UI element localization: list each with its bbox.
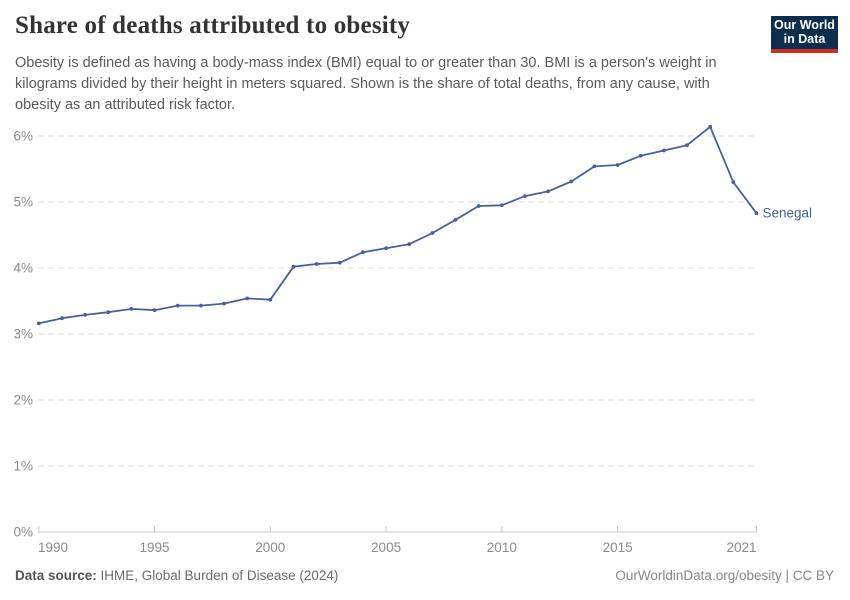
- data-point: [152, 308, 157, 313]
- data-point: [129, 307, 134, 311]
- data-point: [314, 262, 319, 266]
- y-tick-label: 6%: [13, 129, 33, 144]
- datasource-label: Data source:: [15, 568, 97, 583]
- data-point: [199, 303, 203, 308]
- data-point: [708, 124, 713, 129]
- owid-logo-line2: in Data: [783, 32, 826, 46]
- owid-logo-line1: Our World: [774, 18, 835, 32]
- data-point: [523, 194, 527, 199]
- data-point: [731, 180, 736, 185]
- y-tick-label: 5%: [13, 195, 33, 210]
- footer-rights: OurWorldinData.org/obesity | CC BY: [615, 568, 834, 583]
- y-tick-label: 1%: [13, 459, 33, 474]
- data-point: [430, 231, 435, 235]
- data-point: [453, 217, 458, 222]
- data-point: [222, 301, 226, 306]
- x-tick-label: 2005: [371, 540, 401, 555]
- x-tick-label: 2000: [255, 540, 285, 555]
- y-tick-label: 2%: [13, 393, 33, 408]
- entity-label: Senegal: [763, 206, 813, 221]
- data-point: [546, 189, 550, 194]
- chart-subtitle: Obesity is defined as having a body-mass…: [15, 55, 717, 113]
- data-point: [106, 310, 111, 315]
- x-tick-label: 1995: [140, 540, 170, 555]
- data-point: [685, 143, 689, 148]
- y-tick-label: 0%: [13, 525, 33, 540]
- series-line: [37, 125, 758, 325]
- data-point: [245, 296, 250, 301]
- owid-logo: Our World in Data: [771, 16, 838, 53]
- data-point: [291, 264, 296, 269]
- data-point: [499, 203, 504, 208]
- data-point: [384, 246, 388, 251]
- data-point: [754, 211, 759, 216]
- y-tick-label: 4%: [13, 261, 33, 276]
- data-point: [175, 303, 180, 308]
- data-point: [60, 316, 64, 321]
- data-point: [615, 163, 620, 167]
- data-point: [407, 242, 412, 247]
- y-tick-label: 3%: [13, 327, 33, 342]
- x-tick-label: 2015: [603, 540, 633, 555]
- data-point: [361, 250, 365, 255]
- data-point: [36, 321, 41, 326]
- x-tick-label: 1990: [38, 540, 68, 555]
- data-point: [268, 297, 273, 302]
- footer-datasource: Data source: IHME, Global Burden of Dise…: [15, 568, 338, 583]
- data-point: [476, 204, 481, 208]
- x-tick-label: 2021: [726, 540, 756, 555]
- data-point: [638, 153, 643, 158]
- data-point: [83, 313, 87, 317]
- datasource-value: IHME, Global Burden of Disease (2024): [96, 568, 339, 583]
- page-title: Share of deaths attributed to obesity: [15, 12, 411, 39]
- data-point: [592, 164, 597, 169]
- x-tick-label: 2010: [487, 540, 517, 555]
- data-point: [337, 260, 342, 265]
- data-point: [662, 148, 666, 153]
- data-point: [569, 179, 574, 184]
